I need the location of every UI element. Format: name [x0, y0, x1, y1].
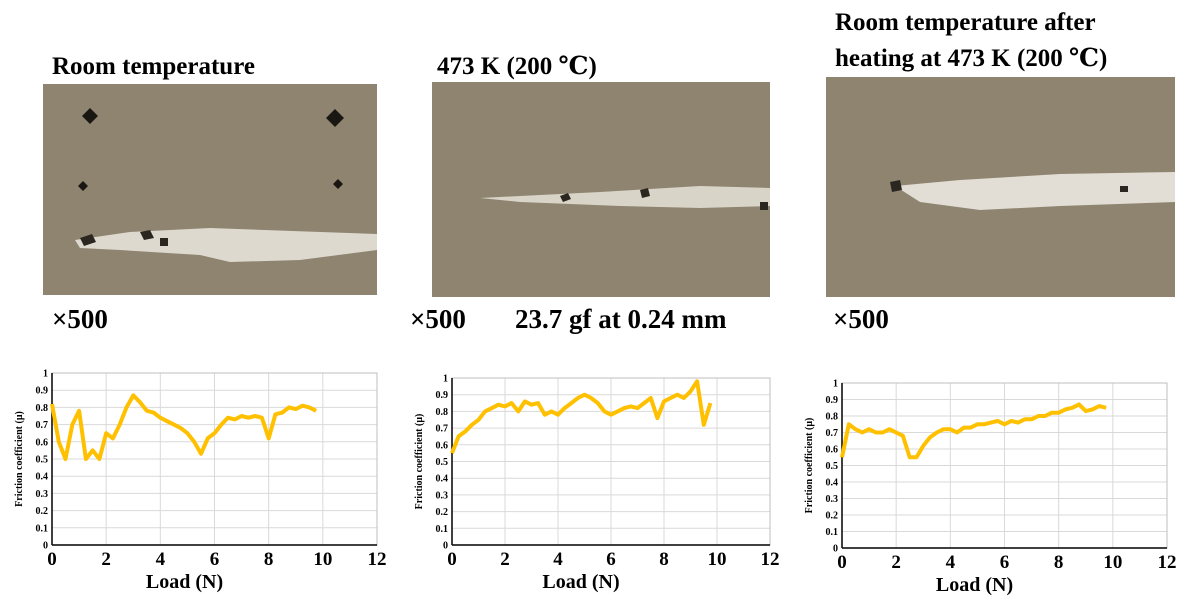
panel-title: Room temperature after — [835, 9, 1096, 36]
panel-title: heating at 473 K (200 ℃) — [835, 45, 1107, 72]
data-line — [450, 379, 713, 454]
x-tick-label: 6 — [210, 549, 220, 570]
data-line — [50, 393, 317, 461]
y-tick-label: 0.4 — [826, 478, 839, 489]
y-tick-label: 0.7 — [436, 424, 449, 435]
x-axis-label: Load (N) — [542, 571, 619, 593]
x-tick-label: 6 — [606, 549, 616, 570]
x-tick-label: 12 — [368, 549, 387, 570]
micrograph — [43, 84, 377, 295]
y-tick-label: 0.9 — [826, 395, 839, 406]
y-tick-label: 1 — [443, 374, 448, 385]
x-tick-label: 8 — [264, 549, 274, 570]
y-tick-label: 0.9 — [36, 386, 49, 397]
y-tick-label: 0.1 — [36, 523, 49, 534]
x-tick-label: 2 — [101, 549, 111, 570]
y-tick-label: 0.4 — [436, 474, 449, 485]
y-tick-label: 0.2 — [826, 511, 839, 522]
panel-title: Room temperature — [52, 53, 255, 80]
magnification: ×500 — [410, 304, 466, 334]
y-tick-label: 1 — [43, 369, 48, 380]
y-tick-label: 0.7 — [36, 420, 49, 431]
panel-title: 473 K (200 ℃) — [437, 53, 597, 80]
x-tick-label: 0 — [837, 552, 847, 573]
data-line — [840, 402, 1107, 460]
magnification: ×500 — [52, 304, 108, 334]
y-tick-label: 0.8 — [36, 403, 49, 414]
y-tick-label: 0.5 — [826, 461, 839, 472]
y-tick-label: 0 — [43, 541, 48, 552]
y-tick-label: 0.2 — [36, 506, 49, 517]
x-tick-label: 4 — [553, 549, 563, 570]
x-axis-label: Load (N) — [146, 571, 223, 593]
x-tick-label: 8 — [1054, 552, 1064, 573]
y-tick-label: 0.1 — [436, 524, 449, 535]
x-tick-label: 10 — [313, 549, 332, 570]
x-tick-label: 6 — [1000, 552, 1010, 573]
micrograph — [826, 77, 1175, 297]
y-tick-label: 0.5 — [36, 455, 49, 466]
x-axis-label: Load (N) — [936, 574, 1013, 596]
y-tick-label: 0.8 — [826, 412, 839, 423]
y-tick-label: 0.6 — [436, 440, 449, 451]
y-tick-label: 0.6 — [826, 445, 839, 456]
x-tick-label: 4 — [946, 552, 956, 573]
magnification: ×500 — [833, 304, 889, 334]
x-tick-label: 10 — [708, 549, 727, 570]
x-tick-label: 8 — [659, 549, 669, 570]
y-axis-label: Friction coefficient (μ) — [414, 414, 425, 510]
x-tick-label: 12 — [1158, 552, 1177, 573]
y-tick-label: 0 — [833, 544, 838, 555]
x-tick-label: 0 — [447, 549, 457, 570]
x-tick-label: 4 — [156, 549, 166, 570]
y-axis-label: Friction coefficient (μ) — [14, 411, 25, 507]
y-tick-label: 0.1 — [826, 527, 839, 538]
x-tick-label: 10 — [1103, 552, 1122, 573]
y-tick-label: 0.3 — [436, 490, 449, 501]
y-tick-label: 0.6 — [36, 437, 49, 448]
y-tick-label: 0.9 — [436, 390, 449, 401]
x-tick-label: 2 — [891, 552, 901, 573]
y-tick-label: 0.7 — [826, 428, 839, 439]
y-tick-label: 0.2 — [436, 507, 449, 518]
y-tick-label: 0.3 — [826, 494, 839, 505]
y-tick-label: 0.5 — [436, 457, 449, 468]
y-tick-label: 0.4 — [36, 472, 49, 483]
x-tick-label: 0 — [47, 549, 57, 570]
x-tick-label: 2 — [500, 549, 510, 570]
micrograph — [432, 82, 770, 297]
y-tick-label: 0 — [443, 541, 448, 552]
y-axis-label: Friction coefficient (μ) — [804, 418, 815, 514]
x-tick-label: 12 — [761, 549, 780, 570]
load-note: 23.7 gf at 0.24 mm — [515, 304, 727, 334]
y-tick-label: 0.8 — [436, 407, 449, 418]
y-tick-label: 1 — [833, 379, 838, 390]
y-tick-label: 0.3 — [36, 489, 49, 500]
